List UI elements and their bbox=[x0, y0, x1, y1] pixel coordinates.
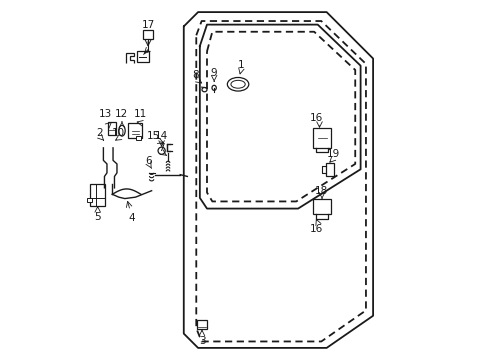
Text: 12: 12 bbox=[114, 109, 128, 118]
Ellipse shape bbox=[212, 85, 216, 90]
Text: 17: 17 bbox=[141, 20, 154, 30]
Bar bbox=[87, 198, 91, 202]
Bar bbox=[108, 122, 116, 135]
Text: 2: 2 bbox=[96, 128, 103, 138]
Text: 19: 19 bbox=[326, 149, 340, 158]
Text: 15: 15 bbox=[146, 131, 160, 141]
Text: 11: 11 bbox=[134, 109, 147, 118]
Ellipse shape bbox=[230, 80, 244, 88]
Text: 7: 7 bbox=[158, 143, 164, 153]
Bar bbox=[313, 128, 330, 148]
Bar bbox=[137, 51, 148, 62]
Bar bbox=[135, 136, 141, 140]
Text: 6: 6 bbox=[145, 156, 152, 166]
Text: 10: 10 bbox=[112, 128, 125, 138]
Ellipse shape bbox=[202, 87, 206, 92]
Ellipse shape bbox=[227, 77, 248, 91]
Bar bbox=[325, 163, 333, 176]
Bar bbox=[128, 123, 142, 138]
Bar bbox=[90, 184, 105, 206]
Text: 1: 1 bbox=[237, 60, 244, 70]
Text: 9: 9 bbox=[210, 68, 217, 78]
Ellipse shape bbox=[119, 125, 125, 136]
Circle shape bbox=[158, 147, 165, 154]
Bar bbox=[313, 199, 330, 214]
Bar bbox=[196, 320, 207, 329]
Text: 4: 4 bbox=[128, 213, 135, 223]
Text: 16: 16 bbox=[309, 224, 322, 234]
Text: 18: 18 bbox=[314, 186, 327, 196]
Text: 14: 14 bbox=[155, 131, 168, 141]
Text: 13: 13 bbox=[99, 109, 112, 118]
Text: 8: 8 bbox=[192, 70, 199, 80]
Text: 3: 3 bbox=[198, 337, 205, 346]
Text: 16: 16 bbox=[309, 113, 322, 123]
Bar bbox=[142, 30, 153, 39]
Text: 5: 5 bbox=[94, 212, 101, 222]
